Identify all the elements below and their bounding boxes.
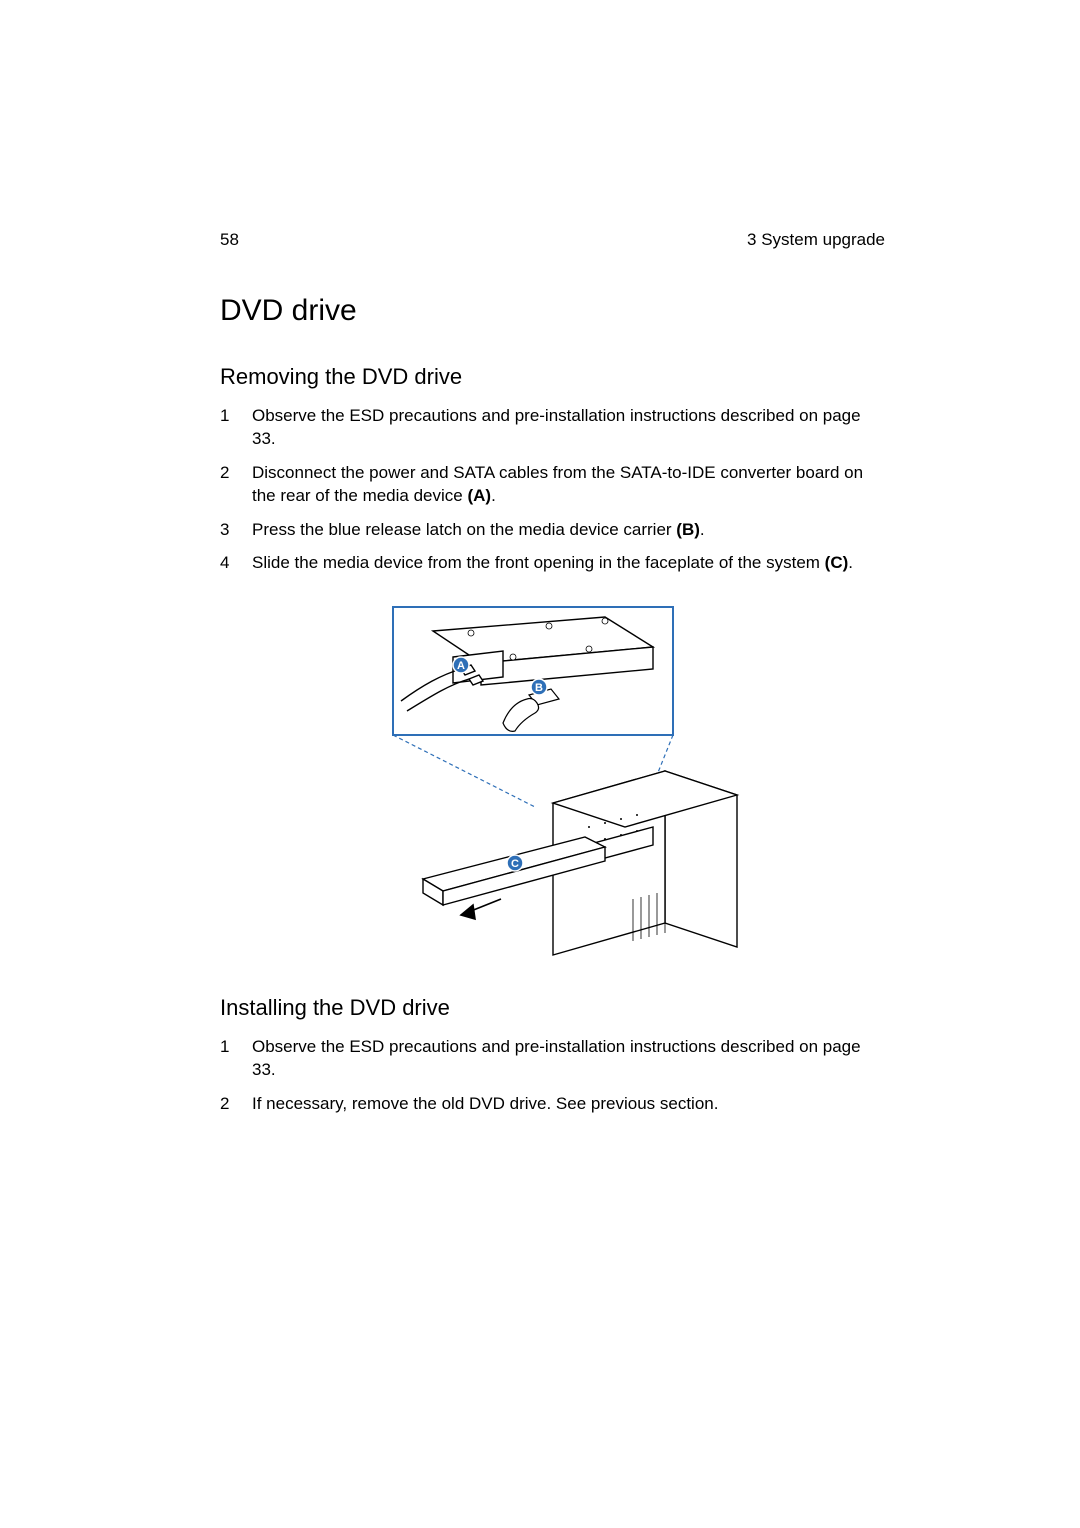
chapter-label: 3 System upgrade [747,230,885,250]
installing-heading: Installing the DVD drive [220,995,885,1021]
callout-marker-c: C [507,855,523,871]
step-number: 3 [220,518,252,541]
list-item: 1 Observe the ESD precautions and pre-in… [220,404,885,451]
step-text: Observe the ESD precautions and pre-inst… [252,1035,885,1082]
installing-steps: 1 Observe the ESD precautions and pre-in… [220,1035,885,1115]
svg-text:C: C [511,858,519,870]
step-text: If necessary, remove the old DVD drive. … [252,1092,885,1115]
list-item: 2 If necessary, remove the old DVD drive… [220,1092,885,1115]
page-number: 58 [220,230,239,250]
svg-text:B: B [535,682,543,694]
step-number: 4 [220,551,252,574]
list-item: 3 Press the blue release latch on the me… [220,518,885,541]
list-item: 2 Disconnect the power and SATA cables f… [220,461,885,508]
callout-marker-b: B [531,679,547,695]
svg-text:A: A [457,660,465,672]
step-text: Disconnect the power and SATA cables fro… [252,461,885,508]
step-text: Slide the media device from the front op… [252,551,885,574]
running-header: 58 3 System upgrade [220,230,885,250]
removing-heading: Removing the DVD drive [220,364,885,390]
section-title: DVD drive [220,294,885,328]
step-number: 1 [220,1035,252,1082]
step-number: 2 [220,1092,252,1115]
list-item: 1 Observe the ESD precautions and pre-in… [220,1035,885,1082]
list-item: 4 Slide the media device from the front … [220,551,885,574]
step-number: 2 [220,461,252,508]
removing-steps: 1 Observe the ESD precautions and pre-in… [220,404,885,575]
step-number: 1 [220,404,252,451]
callout-marker-a: A [453,657,469,673]
figure-container: A B C [220,599,885,959]
dvd-drive-diagram: A B C [353,599,753,959]
step-text: Observe the ESD precautions and pre-inst… [252,404,885,451]
step-text: Press the blue release latch on the medi… [252,518,885,541]
